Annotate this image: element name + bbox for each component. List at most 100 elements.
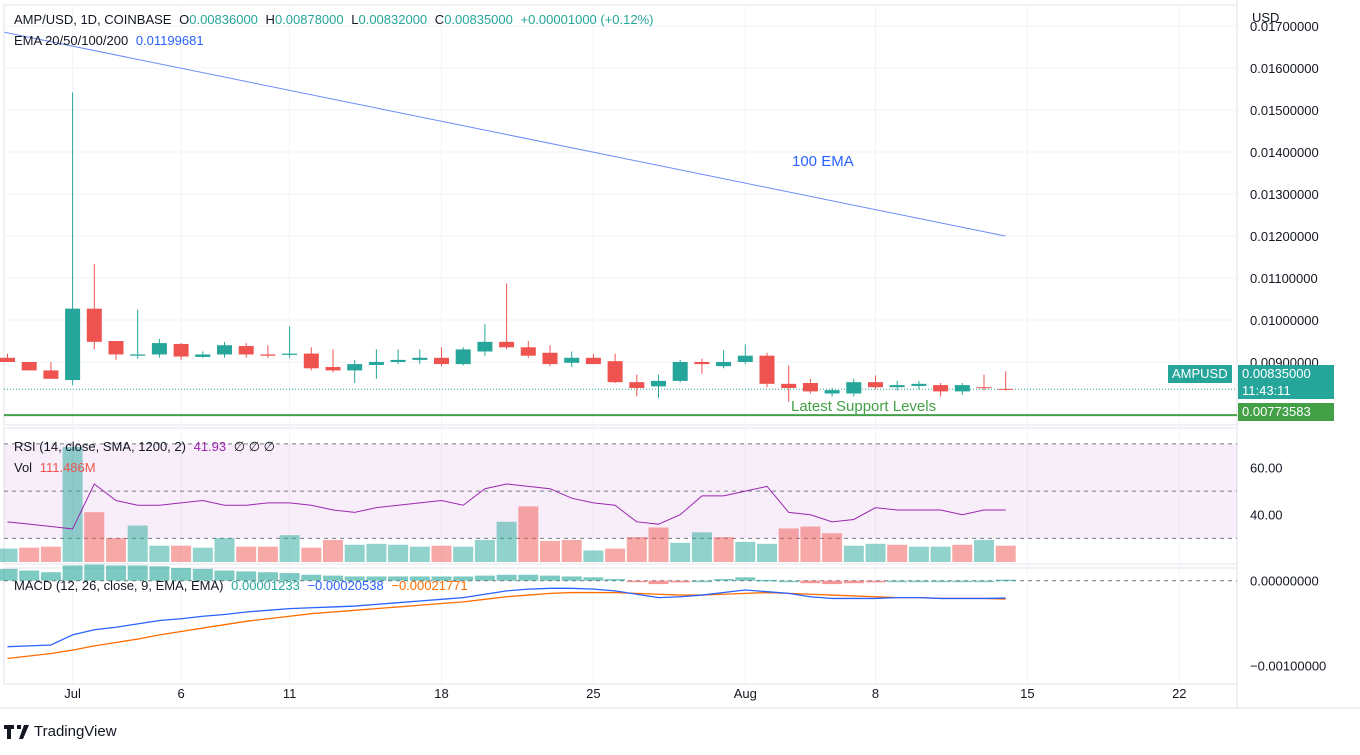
ohlc-legend: AMP/USD, 1D, COINBASE O0.00836000 H0.008… <box>14 12 658 27</box>
macd-histogram-bar <box>691 580 712 583</box>
macd-histogram-bar <box>40 572 61 581</box>
volume-bar <box>106 538 126 562</box>
candle-body <box>217 345 232 355</box>
time-tick-label: Aug <box>734 686 757 701</box>
vol-label[interactable]: Vol <box>14 460 33 475</box>
candle-body <box>412 357 428 360</box>
rsi-value: 41.93 <box>193 439 227 454</box>
macd-histogram-bar <box>540 575 560 581</box>
symbol-title[interactable]: AMP/USD, 1D, COINBASE <box>14 12 172 27</box>
candle-body <box>0 357 15 362</box>
macd-histogram-bar <box>605 579 626 581</box>
macd-histogram-bar <box>301 574 322 581</box>
volume-bar <box>127 525 148 562</box>
macd-histogram-bar <box>822 580 843 585</box>
ema-100-line <box>4 31 1006 237</box>
macd-histogram-bar <box>561 576 582 581</box>
volume-bar <box>84 512 105 562</box>
candle-body <box>65 308 81 381</box>
macd-histogram-bar <box>648 580 669 585</box>
volume-bar <box>409 546 430 562</box>
candle-body <box>151 343 167 355</box>
volume-bar <box>930 546 951 562</box>
macd-signal-line <box>7 591 1006 660</box>
volume-bar <box>648 527 669 562</box>
candle-body <box>976 387 992 389</box>
volume-bar <box>691 532 712 562</box>
symbol-badge: AMPUSD <box>1168 365 1232 383</box>
candle-body <box>195 354 211 357</box>
volume-bar <box>474 539 495 562</box>
volume-bar <box>843 545 864 562</box>
volume-bar <box>887 544 908 562</box>
open-label: O <box>179 12 190 27</box>
candle-body <box>868 382 883 388</box>
macd-label[interactable]: MACD (12, 26, close, 9, EMA, EMA) <box>14 578 224 593</box>
macd-histogram-bar <box>865 580 886 583</box>
macd-histogram-bar <box>952 580 973 583</box>
volume-bar <box>822 533 843 562</box>
candle-body <box>477 341 493 352</box>
high-value: 0.00878000 <box>274 12 344 27</box>
time-tick-label: 8 <box>872 686 879 701</box>
candle-body <box>325 367 341 371</box>
tradingview-brand[interactable]: TradingView <box>4 723 117 740</box>
volume-bar <box>453 546 474 562</box>
candle-body <box>846 382 862 394</box>
macd-histogram-bar <box>62 565 83 581</box>
time-tick-label: 6 <box>177 686 184 701</box>
rsi-line <box>7 483 1006 530</box>
candle-body <box>173 343 189 357</box>
countdown-value: 11:43:11 <box>1242 383 1291 398</box>
macd-histogram-bar <box>930 580 951 583</box>
support-badge: 0.00773583 <box>1238 403 1334 421</box>
time-tick-label: Jul <box>64 686 81 701</box>
volume-bar <box>670 542 691 562</box>
macd-histogram-bar <box>908 580 929 583</box>
price-tick-label: 0.01500000 <box>1250 103 1319 118</box>
macd-value: −0.00020538 <box>307 578 384 593</box>
macd-histogram-bar <box>279 573 300 581</box>
macd-histogram-bar <box>583 577 604 581</box>
candle-body <box>954 385 970 392</box>
candle-body <box>716 362 732 367</box>
candle-body <box>390 359 406 362</box>
candle-body <box>282 353 298 355</box>
volume-bar <box>171 545 192 562</box>
rsi-tick-label: 60.00 <box>1250 460 1283 475</box>
ema-annotation: 100 EMA <box>792 153 854 170</box>
macd-histogram-bar <box>843 580 864 584</box>
volume-bar <box>344 544 365 562</box>
support-annotation: Latest Support Levels <box>791 398 937 415</box>
volume-bar <box>995 545 1016 562</box>
candle-body <box>889 385 905 388</box>
volume-bar <box>974 539 994 562</box>
macd-tick-label: 0.00000000 <box>1250 574 1319 589</box>
volume-bar <box>323 539 343 562</box>
price-badge-value: 0.00835000 <box>1242 366 1311 381</box>
volume-bar <box>540 540 560 562</box>
currency-label: USD <box>1252 10 1280 25</box>
price-tick-label: 0.01300000 <box>1250 187 1319 202</box>
volume-bar <box>865 543 886 562</box>
price-tick-label: 0.01200000 <box>1250 229 1319 244</box>
rsi-label[interactable]: RSI (14, close, SMA, 1200, 2) <box>14 439 186 454</box>
time-tick-label: 25 <box>586 686 600 701</box>
macd-histogram-bar <box>974 580 994 583</box>
volume-bar <box>518 506 539 562</box>
volume-bar <box>800 526 821 562</box>
volume-bar <box>713 537 734 562</box>
ema-label[interactable]: EMA 20/50/100/200 <box>14 33 129 48</box>
macd-histogram-bar <box>0 568 18 581</box>
brand-name: TradingView <box>34 723 117 740</box>
candle-body <box>21 362 37 371</box>
candle-body <box>542 352 558 365</box>
volume-bar <box>149 545 170 562</box>
price-badge: 0.00835000 11:43:11 <box>1238 365 1334 399</box>
macd-histogram-bar <box>257 572 278 581</box>
candle-body <box>607 361 623 383</box>
price-tick-label: 0.01000000 <box>1250 313 1319 328</box>
ema-legend: EMA 20/50/100/200 0.01199681 <box>14 33 208 48</box>
volume-bar <box>952 544 973 562</box>
